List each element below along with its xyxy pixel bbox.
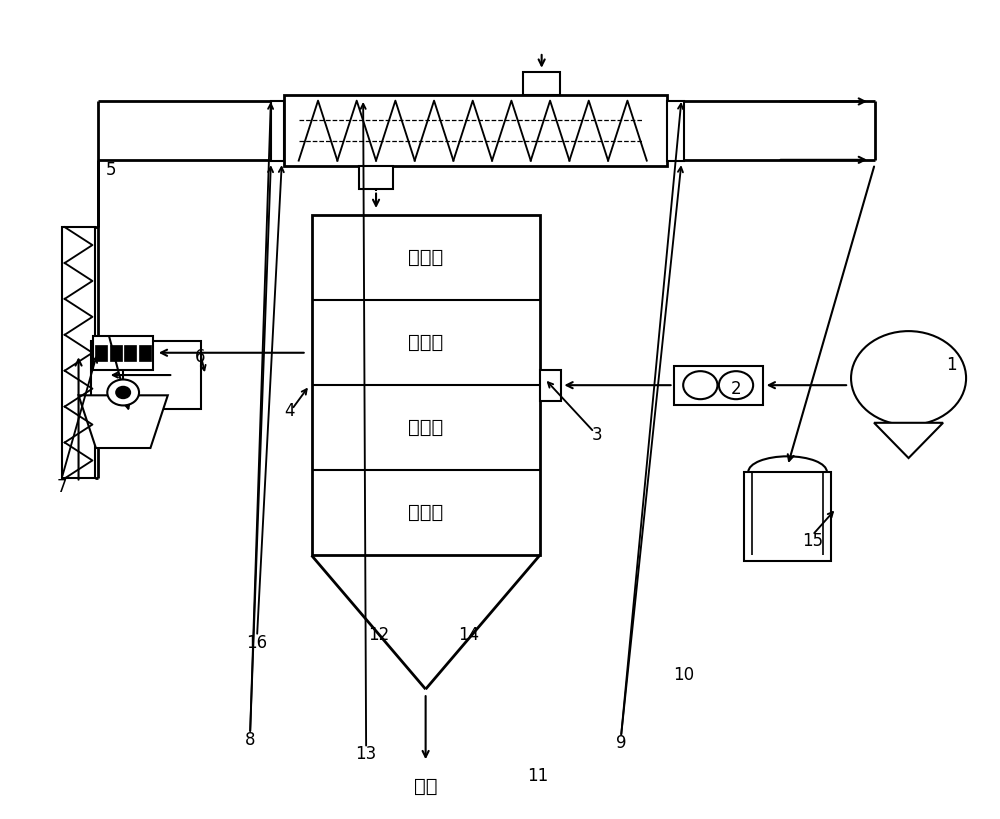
Text: 11: 11 [527, 767, 548, 785]
Bar [95, 345, 107, 361]
Bar [744, 472, 831, 561]
Bar [284, 95, 667, 166]
Text: 4: 4 [285, 402, 295, 420]
Text: 15: 15 [802, 532, 823, 550]
Bar [540, 369, 561, 400]
Bar [674, 366, 763, 405]
Bar [139, 345, 151, 361]
Bar [359, 166, 393, 189]
Text: 8: 8 [245, 731, 255, 749]
Text: 14: 14 [458, 626, 479, 644]
Bar [271, 101, 284, 161]
Bar [91, 341, 201, 410]
Polygon shape [79, 396, 168, 448]
Text: 13: 13 [356, 745, 377, 763]
Text: 干燥区: 干燥区 [408, 248, 443, 267]
Text: 2: 2 [731, 380, 741, 398]
Bar [62, 227, 95, 478]
Text: 氧化区: 氧化区 [408, 419, 443, 437]
Circle shape [116, 387, 130, 398]
Text: 灰渣: 灰渣 [414, 777, 437, 796]
Polygon shape [874, 423, 943, 458]
Text: 10: 10 [673, 667, 694, 685]
Bar [523, 72, 560, 95]
Text: 5: 5 [106, 161, 117, 179]
Circle shape [107, 379, 139, 405]
Bar [124, 345, 136, 361]
Text: 还原区: 还原区 [408, 504, 443, 523]
Text: 热解区: 热解区 [408, 333, 443, 352]
Text: 7: 7 [56, 477, 67, 495]
Text: 6: 6 [195, 348, 206, 366]
Text: 16: 16 [246, 634, 268, 652]
Bar [312, 215, 540, 555]
Text: 12: 12 [368, 626, 390, 644]
Circle shape [719, 371, 753, 399]
Text: 3: 3 [592, 427, 602, 445]
Bar [93, 336, 153, 369]
Bar [110, 345, 122, 361]
Text: 9: 9 [616, 735, 626, 753]
Bar [667, 101, 684, 161]
Circle shape [683, 371, 717, 399]
Text: 1: 1 [946, 356, 957, 374]
Circle shape [851, 331, 966, 425]
